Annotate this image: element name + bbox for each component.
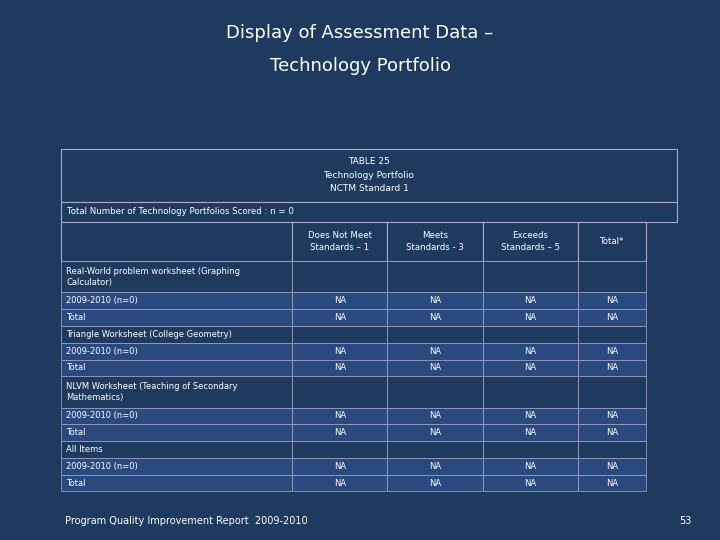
Text: NA: NA — [429, 313, 441, 322]
Text: NA: NA — [333, 363, 346, 373]
Text: 2009-2010 (n=0): 2009-2010 (n=0) — [66, 411, 138, 421]
Text: NA: NA — [429, 411, 441, 421]
Text: NA: NA — [606, 363, 618, 373]
Text: NLVM Worksheet (Teaching of Secondary
Mathematics): NLVM Worksheet (Teaching of Secondary Ma… — [66, 382, 238, 402]
Text: NA: NA — [333, 347, 346, 356]
Text: 2009-2010 (n=0): 2009-2010 (n=0) — [66, 462, 138, 471]
Text: Meets
Standards - 3: Meets Standards - 3 — [406, 231, 464, 252]
Text: NA: NA — [606, 347, 618, 356]
Text: NA: NA — [525, 313, 536, 322]
Text: NA: NA — [525, 428, 536, 437]
Text: NA: NA — [429, 478, 441, 488]
Text: Total*: Total* — [600, 237, 624, 246]
Text: Display of Assessment Data –: Display of Assessment Data – — [226, 24, 494, 42]
Text: NA: NA — [429, 428, 441, 437]
Text: NA: NA — [606, 296, 618, 305]
Text: NA: NA — [525, 363, 536, 373]
Text: TABLE 25
Technology Portfolio
NCTM Standard 1: TABLE 25 Technology Portfolio NCTM Stand… — [323, 157, 415, 193]
Text: NA: NA — [606, 411, 618, 421]
Text: 2009-2010 (n=0): 2009-2010 (n=0) — [66, 296, 138, 305]
Text: Total: Total — [66, 313, 86, 322]
Text: NA: NA — [429, 296, 441, 305]
Text: NA: NA — [333, 313, 346, 322]
Text: Total: Total — [66, 478, 86, 488]
Text: NA: NA — [525, 411, 536, 421]
Text: NA: NA — [333, 462, 346, 471]
Text: 53: 53 — [679, 516, 691, 526]
Text: Exceeds
Standards – 5: Exceeds Standards – 5 — [501, 231, 560, 252]
Text: 2009-2010 (n=0): 2009-2010 (n=0) — [66, 347, 138, 356]
Text: NA: NA — [525, 296, 536, 305]
Text: Program Quality Improvement Report  2009-2010: Program Quality Improvement Report 2009-… — [65, 516, 307, 526]
Text: Real-World problem worksheet (Graphing
Calculator): Real-World problem worksheet (Graphing C… — [66, 267, 240, 287]
Text: NA: NA — [429, 347, 441, 356]
Text: NA: NA — [333, 411, 346, 421]
Text: NA: NA — [606, 462, 618, 471]
Text: NA: NA — [606, 313, 618, 322]
Text: NA: NA — [606, 428, 618, 437]
Text: NA: NA — [429, 363, 441, 373]
Text: NA: NA — [606, 478, 618, 488]
Text: Total Number of Technology Portfolios Scored : n = 0: Total Number of Technology Portfolios Sc… — [67, 207, 294, 216]
Text: Technology Portfolio: Technology Portfolio — [269, 57, 451, 75]
Text: NA: NA — [333, 428, 346, 437]
Text: Total: Total — [66, 363, 86, 373]
Text: Total: Total — [66, 428, 86, 437]
Text: NA: NA — [333, 478, 346, 488]
Text: Does Not Meet
Standards – 1: Does Not Meet Standards – 1 — [307, 231, 372, 252]
Text: Triangle Worksheet (College Geometry): Triangle Worksheet (College Geometry) — [66, 330, 232, 339]
Text: NA: NA — [525, 478, 536, 488]
Text: NA: NA — [429, 462, 441, 471]
Text: All Items: All Items — [66, 445, 103, 454]
Text: NA: NA — [333, 296, 346, 305]
Text: NA: NA — [525, 347, 536, 356]
Text: NA: NA — [525, 462, 536, 471]
